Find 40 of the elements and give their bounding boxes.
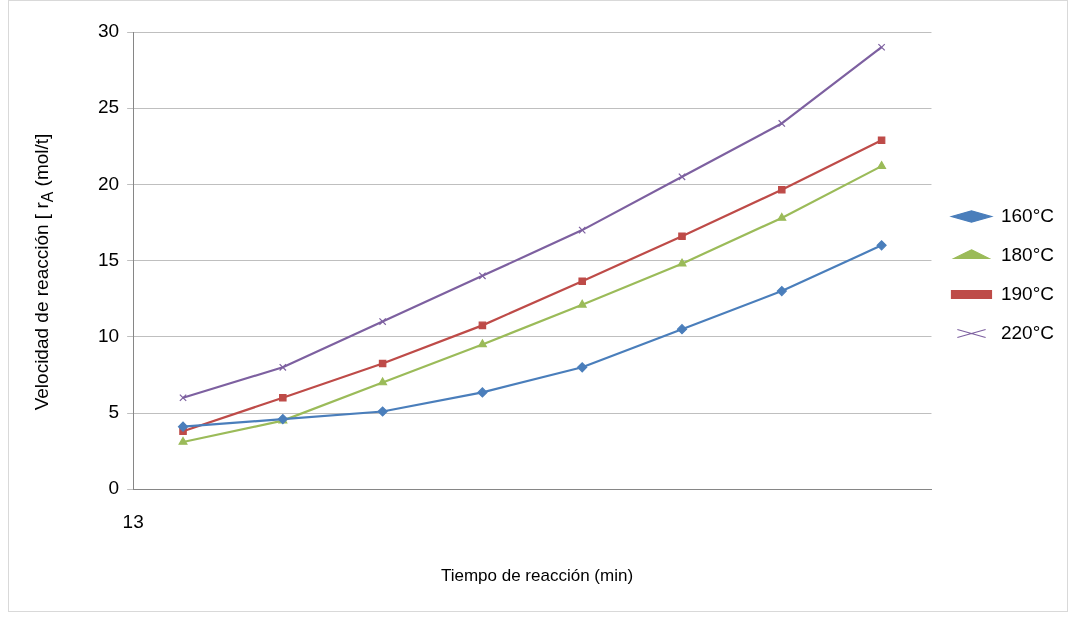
legend-label: 180°C	[1000, 243, 1055, 265]
point	[877, 161, 887, 169]
point	[678, 232, 686, 240]
legend-label: 220°C	[1000, 321, 1055, 343]
point	[877, 136, 886, 144]
y-tick-label: 30	[97, 20, 120, 42]
y-tick-label: 0	[108, 477, 120, 499]
point	[776, 285, 787, 297]
y-tick-label: 5	[108, 401, 120, 423]
point	[677, 258, 687, 267]
y-tick-label: 15	[97, 248, 120, 270]
point	[778, 119, 786, 128]
point	[778, 185, 786, 194]
legend-label: 160°C	[1000, 204, 1055, 226]
point	[279, 363, 287, 372]
point	[877, 43, 886, 52]
point	[478, 272, 487, 280]
point	[378, 377, 388, 386]
y-tick-label: 20	[97, 172, 120, 194]
point	[378, 317, 387, 326]
point	[876, 240, 887, 251]
point	[577, 362, 588, 373]
point	[279, 393, 287, 402]
point	[377, 406, 388, 417]
y-tick-label: 10	[97, 325, 120, 347]
point	[777, 212, 787, 221]
point	[578, 277, 586, 285]
point	[177, 421, 189, 432]
y-tick-label: 25	[97, 96, 120, 118]
point	[477, 387, 488, 398]
legend-label: 190°C	[1000, 282, 1055, 304]
point	[678, 173, 686, 181]
text: 13	[122, 510, 144, 532]
point	[676, 324, 688, 335]
point	[578, 226, 586, 234]
x-axis-title: Tiempo de reacción (min)	[439, 566, 635, 586]
point	[179, 393, 187, 402]
point	[477, 339, 487, 348]
point	[577, 299, 587, 308]
point	[178, 436, 188, 445]
